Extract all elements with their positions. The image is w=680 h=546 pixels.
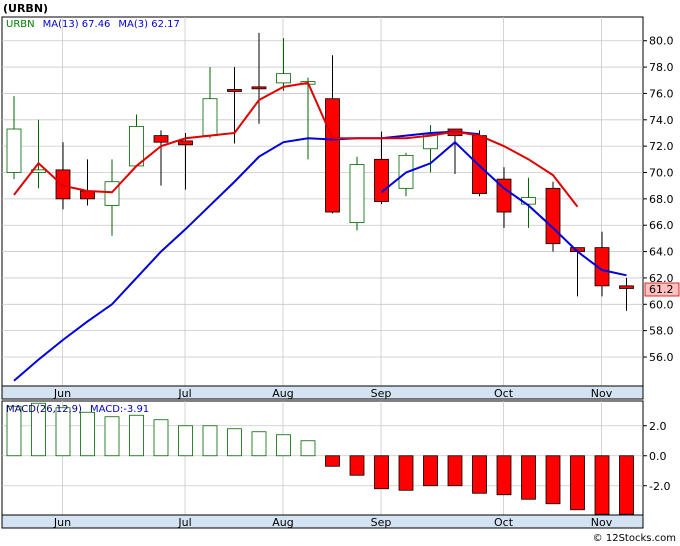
macd-bar [423, 455, 438, 487]
ma-line-0 [13, 130, 480, 382]
macd-x-tick-label: Sep [371, 516, 392, 529]
price-y-tick-label: 80.0 [649, 35, 674, 48]
macd-bar [496, 455, 512, 496]
price-legend: URBN MA(13) 67.46 MA(3) 62.17 [6, 19, 180, 30]
macd-y-tick-label: -2.0 [649, 480, 670, 493]
macd-bar [55, 407, 71, 457]
macd-bar [374, 455, 389, 490]
price-y-tick-label: 78.0 [649, 61, 674, 74]
ma-line-2 [13, 81, 579, 208]
price-y-tick-label: 56.0 [649, 351, 674, 364]
macd-x-tick-label: Aug [272, 516, 293, 529]
price-x-tick-label: Jun [53, 387, 71, 400]
price-x-tick-label: Nov [591, 387, 613, 400]
candle-body [423, 133, 438, 150]
price-x-tick-label: Aug [272, 387, 293, 400]
price-x-tick-label: Sep [371, 387, 392, 400]
candle-body [202, 98, 218, 137]
macd-bar [227, 428, 242, 457]
macd-bar [594, 455, 610, 515]
macd-bar [6, 405, 22, 457]
macd-date-band [1, 514, 644, 529]
price-y-tick-label: 64.0 [649, 246, 674, 259]
macd-y-tick-label: 2.0 [649, 420, 667, 433]
ticker-title: (URBN) [3, 2, 48, 15]
price-legend-item: MA(3) 62.17 [118, 19, 179, 30]
macd-x-tick-label: Jun [53, 516, 71, 529]
price-y-tick-label: 66.0 [649, 219, 674, 232]
macd-x-tick-label: Nov [591, 516, 613, 529]
macd-bar [447, 455, 463, 487]
candlestick-series [6, 32, 634, 311]
price-y-tick-label: 60.0 [649, 298, 674, 311]
price-x-tick-label: Jul [177, 387, 191, 400]
macd-bar [251, 431, 267, 457]
price-y-tick-label: 70.0 [649, 167, 674, 180]
macd-x-tick-label: Oct [494, 516, 514, 529]
last-price-box [644, 282, 680, 297]
price-y-tick-label: 58.0 [649, 325, 674, 338]
price-panel [1, 16, 644, 400]
macd-bar [80, 411, 95, 457]
macd-bar [570, 455, 585, 511]
candle-body [129, 125, 144, 167]
candle-body [325, 98, 340, 213]
last-price-label: 61.2 [649, 283, 674, 296]
candle-body [545, 187, 561, 245]
candle-body [104, 181, 120, 206]
price-x-tick-labels: Jun Jul Aug Sep Oct Nov [53, 387, 613, 400]
price-y-tick-label: 68.0 [649, 193, 674, 206]
macd-legend-item: MACD:-3.91 [90, 404, 149, 415]
macd-bar [202, 425, 218, 457]
price-y-tick-label: 62.0 [649, 272, 674, 285]
macd-bar [104, 416, 120, 457]
candle-body [349, 164, 365, 223]
macd-bar [472, 455, 487, 494]
last-price-marker: 61.2 [644, 282, 680, 297]
price-date-band [1, 385, 644, 400]
candle-body [227, 89, 242, 92]
macd-bar [545, 455, 561, 505]
credit-text: © 12Stocks.com [593, 533, 676, 544]
macd-legend-item: MACD(26,12,9) [6, 404, 82, 415]
macd-bar [153, 419, 169, 457]
price-legend-item: MA(13) 67.46 [43, 19, 111, 30]
price-y-tick-label: 74.0 [649, 114, 674, 127]
price-y-tick-label: 76.0 [649, 87, 674, 100]
price-y-tick-label: 72.0 [649, 140, 674, 153]
price-x-tick-label: Oct [494, 387, 514, 400]
macd-bar [619, 455, 634, 515]
candle-body [594, 247, 610, 287]
macd-bar [398, 455, 414, 491]
macd-y-tick-label: 0.0 [649, 450, 667, 463]
candle-body [251, 86, 267, 90]
candle-body [496, 178, 512, 213]
macd-histogram [6, 402, 634, 515]
macd-y-tick-labels: 2.0 0.0 -2.0 [643, 420, 670, 493]
macd-bar [276, 434, 291, 457]
macd-bar [178, 425, 193, 457]
macd-bar [325, 455, 340, 467]
price-y-tick-labels: 56.0 58.0 60.0 62.0 64.0 66.0 68.0 70.0 72.0 74.0… [643, 35, 674, 364]
macd-bar [300, 440, 316, 457]
macd-bar [521, 455, 536, 500]
ma-line-1 [380, 140, 627, 277]
candle-body [619, 285, 634, 289]
candle-body [6, 128, 22, 173]
moving-average-lines [13, 81, 627, 382]
macd-bar [31, 402, 46, 457]
macd-legend: MACD(26,12,9) MACD:-3.91 [6, 404, 149, 415]
price-legend-item: URBN [6, 19, 35, 30]
candle-body [374, 158, 389, 202]
candle-body [276, 73, 291, 84]
macd-x-tick-labels: Jun Jul Aug Sep Oct Nov [53, 516, 613, 529]
candle-body [153, 135, 169, 143]
macd-x-tick-label: Jul [177, 516, 191, 529]
macd-bar [349, 455, 365, 476]
candle-body [178, 140, 193, 146]
macd-bar [129, 414, 144, 457]
